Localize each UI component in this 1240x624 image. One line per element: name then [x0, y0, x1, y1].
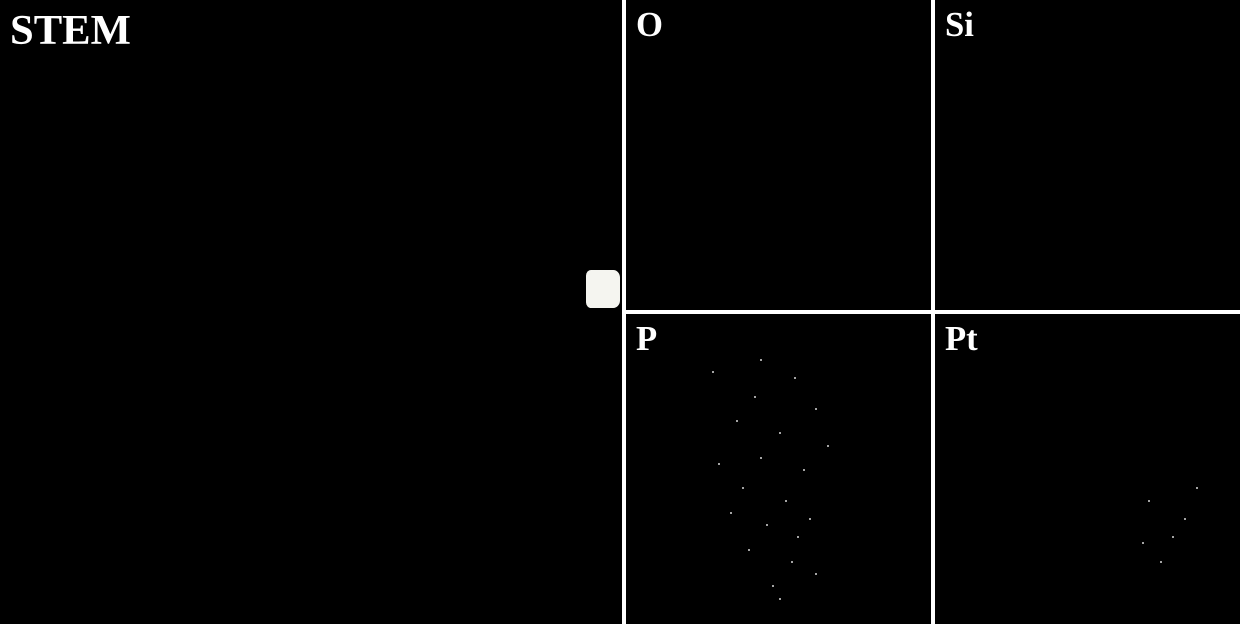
eds-signal-dot — [809, 518, 811, 520]
eds-signal-dot — [1172, 536, 1174, 538]
eds-signal-dot — [760, 359, 762, 361]
element-panel-p-label: P — [636, 320, 657, 359]
element-panel-p: P — [626, 314, 931, 624]
element-panel-pt-label: Pt — [945, 320, 978, 359]
eds-signal-dot — [785, 500, 787, 502]
eds-signal-dot — [748, 549, 750, 551]
microscopy-figure: STEM O Si P Pt — [0, 0, 1240, 624]
eds-signal-dot — [815, 573, 817, 575]
eds-signal-dot — [1148, 500, 1150, 502]
eds-signal-dot — [754, 396, 756, 398]
eds-signal-dot — [718, 463, 720, 465]
element-map-grid: O Si P Pt — [626, 0, 1240, 624]
stem-bright-feature — [586, 270, 620, 308]
eds-signal-dot — [779, 598, 781, 600]
element-panel-si-label: Si — [945, 6, 974, 45]
eds-signal-dot — [1184, 518, 1186, 520]
eds-signal-dot — [1196, 487, 1198, 489]
element-panel-si: Si — [935, 0, 1240, 310]
eds-signal-dot — [712, 371, 714, 373]
element-panel-o-label: O — [636, 6, 663, 45]
eds-signal-dot — [1142, 542, 1144, 544]
eds-signal-dot — [742, 487, 744, 489]
eds-signal-dot — [779, 432, 781, 434]
eds-signal-dot — [736, 420, 738, 422]
eds-signal-dot — [766, 524, 768, 526]
stem-panel: STEM — [0, 0, 622, 624]
eds-signal-dot — [791, 561, 793, 563]
eds-signal-dot — [797, 536, 799, 538]
eds-signal-dot — [730, 512, 732, 514]
eds-signal-dot — [772, 585, 774, 587]
eds-signal-dot — [1160, 561, 1162, 563]
eds-signal-dot — [760, 457, 762, 459]
eds-signal-dot — [827, 445, 829, 447]
eds-signal-dot — [815, 408, 817, 410]
eds-signal-dot — [794, 377, 796, 379]
element-panel-o: O — [626, 0, 931, 310]
stem-panel-label: STEM — [10, 6, 131, 55]
element-panel-pt: Pt — [935, 314, 1240, 624]
eds-signal-dot — [803, 469, 805, 471]
